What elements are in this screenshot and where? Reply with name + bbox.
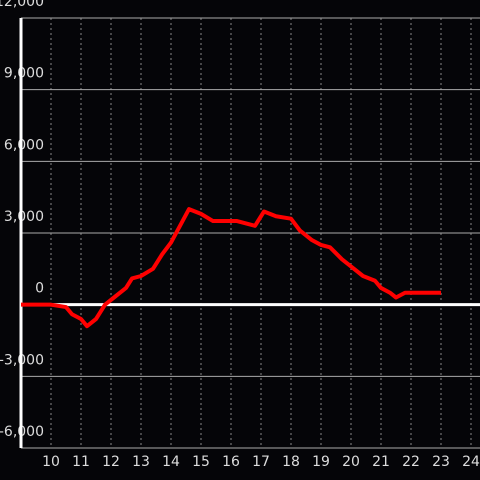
x-tick-label: 14 (162, 454, 180, 470)
x-tick-label: 22 (402, 454, 420, 470)
x-tick-label: 10 (42, 454, 60, 470)
x-tick-label: 23 (432, 454, 450, 470)
data-line (21, 207, 441, 329)
x-tick-label: 12 (102, 454, 120, 470)
y-tick-label: 0 (35, 281, 44, 297)
x-tick-label: 20 (342, 454, 360, 470)
x-tick-label: 15 (192, 454, 210, 470)
y-tick-label: 12,000 (0, 0, 44, 10)
x-tick-label: 16 (222, 454, 240, 470)
x-tick-label: 17 (252, 454, 270, 470)
x-tick-label: 21 (372, 454, 390, 470)
y-tick-label: 9,000 (4, 66, 44, 82)
x-tick-label: 11 (72, 454, 90, 470)
x-tick-label: 19 (312, 454, 330, 470)
y-tick-label: 3,000 (4, 209, 44, 225)
x-tick-label: 24 (462, 454, 480, 470)
x-tick-label: 13 (132, 454, 150, 470)
y-tick-label: 6,000 (4, 137, 44, 153)
x-tick-label: 18 (282, 454, 300, 470)
